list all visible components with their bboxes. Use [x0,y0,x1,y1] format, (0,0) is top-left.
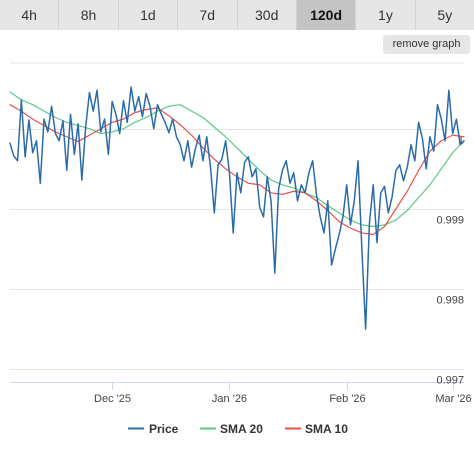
tab-4h[interactable]: 4h [0,0,60,30]
chart-series [9,86,465,330]
tab-5y[interactable]: 5y [437,7,453,23]
legend-label-sma-10[interactable]: SMA 10 [305,422,348,436]
chart-legend: Price SMA 20 SMA 10 [128,422,348,436]
legend-label-sma-20[interactable]: SMA 20 [220,422,263,436]
y-tick-label: 0.997 [436,375,464,387]
tab-30d[interactable]: 30d [238,0,297,30]
y-tick-label: 0.999 [436,215,464,227]
tab-8h[interactable]: 8h [59,0,119,30]
x-tick-label: Dec '25 [94,393,131,405]
y-tick-label: 1 [458,135,464,147]
timeframe-tabs: 4h 8h 1d 7d 30d 120d 1y 5y [0,0,474,30]
x-tick-label: Jan '26 [212,393,247,405]
y-axis: 1 0.999 0.998 0.997 [436,135,464,387]
chart-grid [10,62,464,370]
series-line-price [9,86,465,330]
y-tick-label: 0.998 [436,295,464,307]
x-axis: Dec '25 Jan '26 Feb '26 Mar '26 [10,382,472,405]
series-line-sma-20 [9,91,465,228]
tab-120d[interactable]: 120d [296,0,357,30]
tab-1d[interactable]: 1d [119,0,179,30]
legend-label-price[interactable]: Price [149,422,179,436]
x-tick-label: Feb '26 [329,393,365,405]
tab-7d[interactable]: 7d [178,0,238,30]
tab-1y[interactable]: 1y [356,0,416,30]
x-tick-label: Mar '26 [435,393,471,405]
remove-graph-button[interactable]: remove graph [383,35,470,54]
